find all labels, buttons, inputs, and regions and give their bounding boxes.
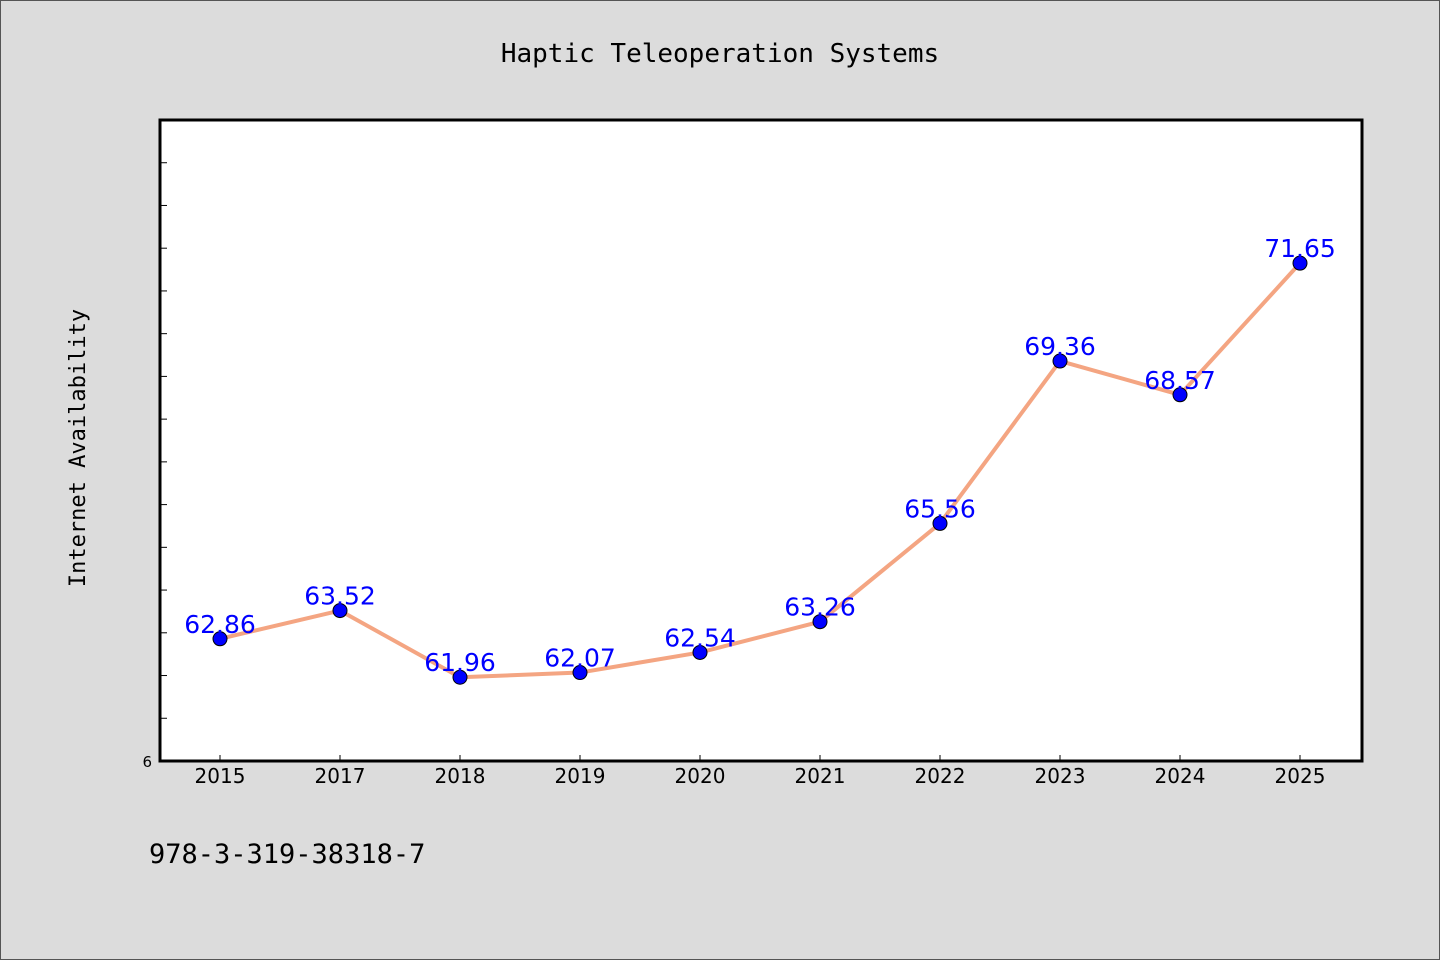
data-point — [1052, 353, 1068, 369]
y-tick-label: 6 — [142, 753, 152, 771]
x-axis-ticks: 2015 2017 2018 2019 2020 2021 2022 2023 2024 2025 — [195, 755, 1326, 788]
data-label: 61.96 — [424, 648, 496, 677]
chart-title: Haptic Teleoperation Systems — [501, 39, 939, 69]
data-point — [572, 665, 588, 681]
data-label: 62.86 — [184, 610, 256, 639]
data-label: 65.56 — [904, 494, 976, 523]
data-point — [932, 515, 948, 531]
data-label: 68.57 — [1144, 366, 1216, 395]
data-point — [332, 603, 348, 619]
data-point — [212, 631, 228, 647]
x-tick-label: 2020 — [675, 764, 726, 788]
data-label: 71.65 — [1264, 234, 1336, 263]
x-tick-label: 2015 — [195, 764, 246, 788]
data-label: 63.52 — [304, 582, 376, 611]
data-label: 63.26 — [784, 593, 856, 622]
series-line — [219, 261, 1302, 680]
x-tick-label: 2022 — [915, 764, 966, 788]
plot-area — [158, 118, 1364, 763]
x-tick-label: 2023 — [1035, 764, 1086, 788]
x-tick-label: 2019 — [555, 764, 606, 788]
isbn-text: 978-3-319-38318-7 — [149, 839, 425, 870]
x-tick-label: 2024 — [1155, 764, 1206, 788]
data-label: 62.07 — [544, 644, 616, 673]
x-tick-label: 2021 — [795, 764, 846, 788]
data-label: 62.54 — [664, 623, 736, 652]
data-label: 69.36 — [1024, 332, 1096, 361]
series-line-group — [219, 261, 1302, 680]
x-tick-label: 2017 — [315, 764, 366, 788]
data-point — [1172, 387, 1188, 403]
y-axis-ticks — [160, 162, 167, 719]
data-markers — [212, 255, 1308, 685]
y-axis-label: Internet Availability — [66, 309, 91, 587]
data-point — [1292, 255, 1308, 271]
data-point — [692, 644, 708, 660]
data-point — [812, 614, 828, 630]
data-point — [452, 669, 468, 685]
data-labels: 62.86 63.52 61.96 62.07 62.54 63.26 65.56 69.36… — [184, 234, 1336, 677]
x-tick-label: 2018 — [435, 764, 486, 788]
x-tick-label: 2025 — [1275, 764, 1326, 788]
